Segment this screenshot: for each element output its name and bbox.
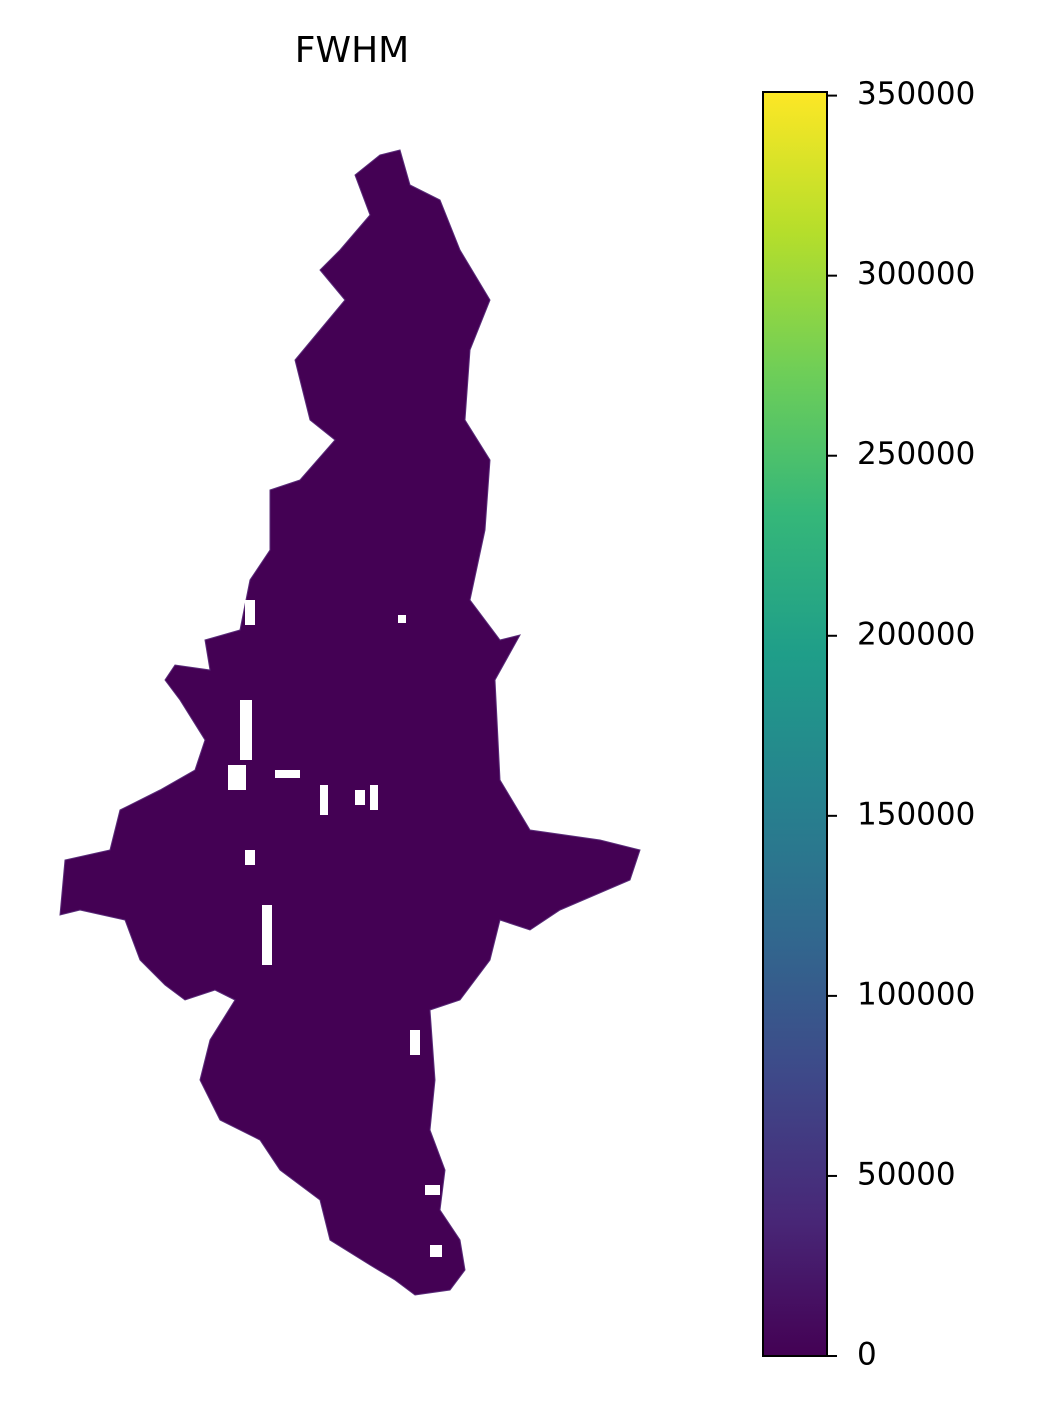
colorbar-tick-label: 200000 <box>857 616 975 652</box>
colorbar-tick-label: 250000 <box>857 436 975 472</box>
chart-title: FWHM <box>295 30 409 71</box>
colorbar-tick-label: 50000 <box>857 1156 956 1192</box>
colorbar-tick-label: 0 <box>857 1337 877 1373</box>
map-holes <box>228 600 442 1257</box>
map <box>59 149 641 1296</box>
region-shape <box>59 149 641 1296</box>
colorbar-tick-label: 100000 <box>857 976 975 1012</box>
colorbar <box>762 91 828 1357</box>
colorbar-tick-label: 350000 <box>857 76 975 112</box>
colorbar-tick-label: 150000 <box>857 796 975 832</box>
colorbar-tick-label: 300000 <box>857 256 975 292</box>
